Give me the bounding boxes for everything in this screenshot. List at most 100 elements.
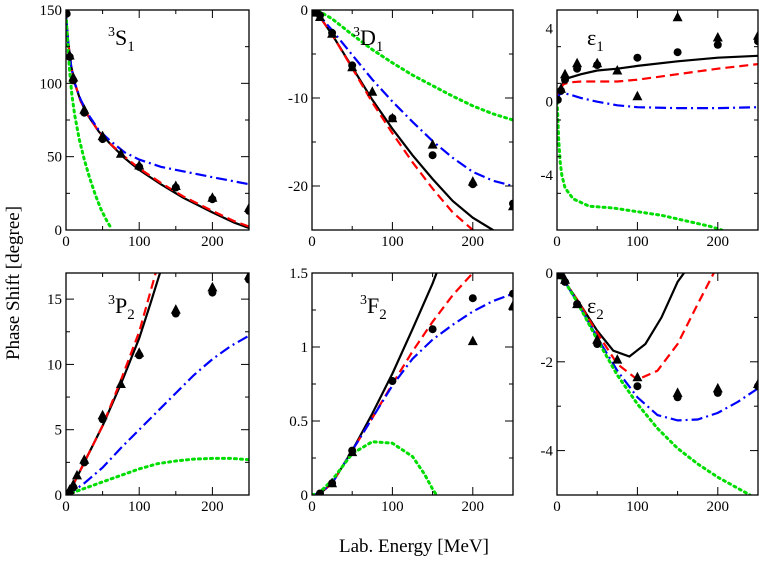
y-axis-title: Phase Shift [degree] [3,206,24,360]
triangle-point [327,477,338,488]
x-tick-label: 200 [462,234,485,250]
panel-frame [556,272,759,496]
panel-frame [65,9,250,231]
series-dotted-line [557,273,752,495]
panel-label: ε1 [587,25,604,55]
y-tick-label: 150 [40,3,63,19]
y-tick-label: 0 [55,223,63,239]
series-dashed-line [312,10,475,230]
panel-frame [65,272,250,496]
triangle-point [66,50,75,60]
circle-point [633,382,642,391]
y-tick-label: 0 [301,488,309,504]
plot-area [312,273,513,495]
panel-label: 3P2 [108,293,135,323]
series-dashed-line [557,63,758,102]
x-tick-label: 0 [308,234,316,250]
triangle-point [467,176,478,186]
y-tick-label: 0 [301,3,309,19]
circle-point [428,325,437,334]
x-tick-label: 200 [462,499,485,515]
panel-4: 0 100 200 0 5 10 15 3P2 [47,272,250,515]
x-tick-label: 0 [62,234,70,250]
series-solid-line [557,273,685,358]
triangle-point [207,192,218,202]
series-solid-line [557,54,758,102]
series-dashed-line [557,273,715,381]
circle-point [509,289,513,298]
plot-area [557,273,758,495]
x-tick-label: 100 [626,234,649,250]
circle-point [428,151,437,160]
series-dotted-line [557,100,724,230]
triangle-point [508,200,513,211]
triangle-point [612,354,623,364]
panel-1: 0 100 200 0 50 100 150 3S1 [40,3,250,250]
triangle-point [557,83,566,93]
triangle-point [347,61,358,72]
panel-3: 0 100 200 -4 0 4 ε1 [541,9,759,250]
y-tick-label: 1 [301,340,309,356]
series-dotted-line [312,10,513,122]
panel-label: 3D1 [353,25,383,55]
x-tick-label: 100 [381,234,404,250]
triangle-point [170,304,181,314]
x-tick-label: 200 [201,499,224,515]
triangle-point [753,30,758,40]
y-tick-label: -4 [541,444,554,460]
x-tick-label: 100 [626,499,649,515]
triangle-point [244,202,249,212]
x-tick-label: 0 [553,234,561,250]
triangle-point [560,274,570,284]
triangle-point [632,371,643,382]
x-tick-label: 0 [553,499,561,515]
x-tick-label: 100 [128,234,151,250]
circle-point [316,489,324,495]
triangle-point [367,86,378,96]
triangle-point [508,300,513,310]
y-tick-label: 0 [546,266,554,282]
y-tick-label: 0 [55,488,63,504]
x-tick-label: 100 [381,499,404,515]
circle-point [673,48,682,57]
series-dotted-line [66,12,113,230]
x-axis-title: Lab. Energy [MeV] [339,536,489,557]
y-tick-label: 50 [47,150,62,166]
y-tick-label: 0 [546,95,554,111]
series-dotted-line [66,456,249,495]
circle-point [388,377,397,385]
triangle-point [115,148,126,158]
y-tick-label: 4 [546,21,554,37]
y-tick-label: -4 [541,168,554,184]
panel-label: 3S1 [108,25,135,55]
x-tick-label: 100 [128,499,151,515]
x-tick-label: 0 [62,499,70,515]
y-tick-label: 10 [47,357,62,373]
y-tick-label: 15 [47,292,62,308]
triangle-point [68,479,79,489]
y-tick-label: 1.5 [289,266,308,282]
plot-area [312,10,513,230]
triangle-point [560,68,570,79]
series-dashdot-line [557,92,758,110]
panel-label: ε2 [587,293,604,323]
y-tick-label: -10 [288,91,308,107]
plot-area [66,273,249,495]
y-tick-label: 5 [55,423,63,439]
x-tick-label: 200 [707,499,730,515]
triangle-point [347,446,358,457]
triangle-point [315,11,325,21]
triangle-point [134,347,145,357]
triangle-point [207,281,218,292]
triangle-point [97,409,108,420]
triangle-point [79,454,90,464]
series-dashdot-line [66,14,249,186]
y-tick-label: -20 [288,179,308,195]
triangle-point [592,334,603,344]
triangle-point [712,382,723,393]
y-tick-label: 100 [40,76,63,92]
series-dashdot-line [312,10,513,188]
circle-point [66,10,71,18]
